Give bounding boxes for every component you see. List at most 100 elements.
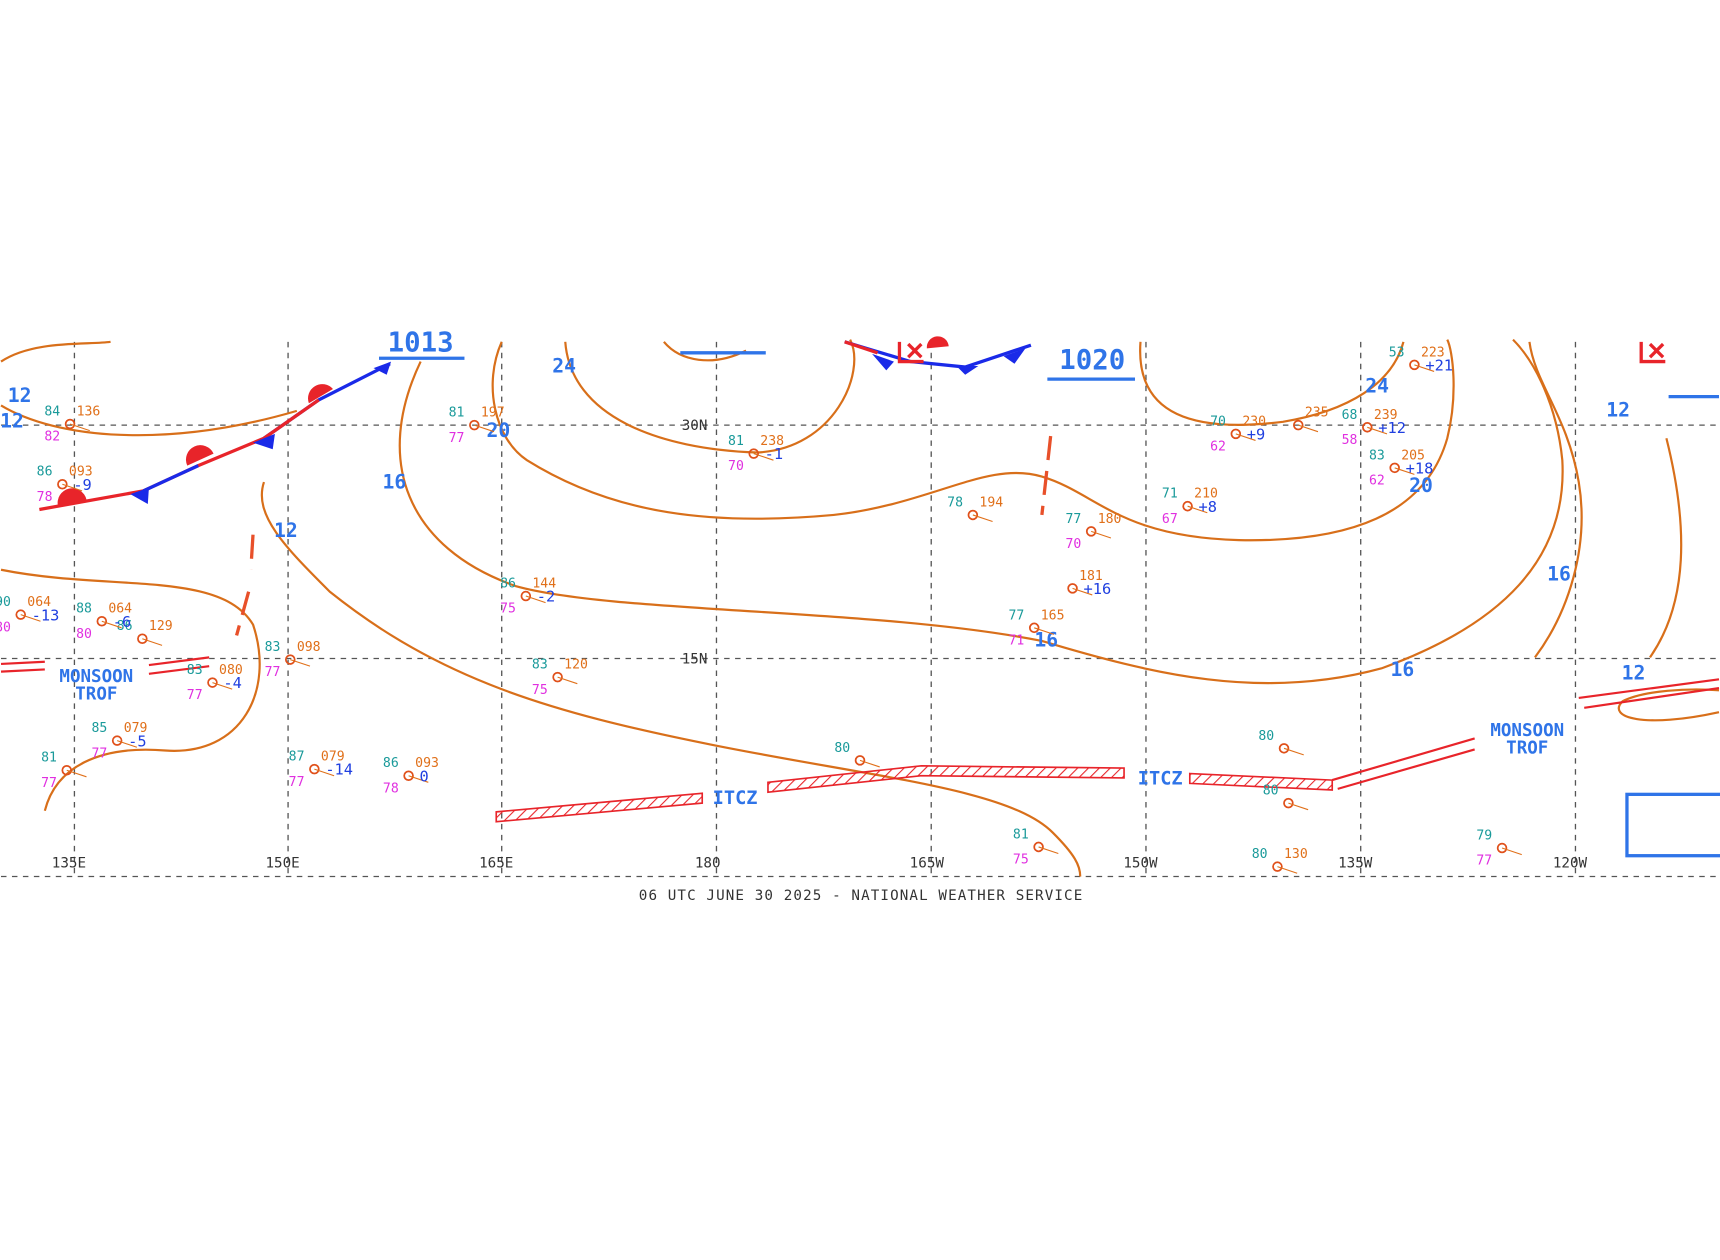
- station-t: 90: [0, 595, 11, 610]
- station-marker: [1230, 428, 1242, 440]
- station-c: -13: [32, 606, 60, 624]
- wind-barb: [1501, 847, 1522, 856]
- station-d: 75: [1013, 853, 1029, 868]
- wind-barb: [1091, 530, 1112, 539]
- latitude-label: 15N: [682, 652, 708, 668]
- station-c: +12: [1378, 419, 1406, 437]
- pressure-center: 1020: [1059, 345, 1125, 376]
- wind-barb: [408, 775, 429, 783]
- station-d: 82: [44, 430, 60, 445]
- station-marker: [15, 609, 26, 620]
- station-marker: [111, 735, 123, 746]
- isobar-label: 16: [382, 471, 406, 494]
- station-p: 130: [1284, 847, 1308, 862]
- station-marker: [64, 418, 76, 430]
- station-d: 58: [1342, 433, 1358, 448]
- longitude-label: 120W: [1553, 855, 1588, 871]
- station-marker: [1033, 841, 1044, 853]
- pressure-center: 1013: [388, 328, 454, 359]
- itcz-label: ITCZ: [713, 788, 758, 809]
- wind-barb: [1277, 866, 1298, 874]
- station-c: -4: [223, 674, 241, 692]
- station-p: 080: [219, 663, 243, 678]
- station-marker: [207, 677, 218, 688]
- station-t: 83: [1369, 448, 1385, 463]
- wind-barb: [1034, 627, 1055, 635]
- station-t: 71: [1162, 487, 1178, 502]
- wind-barb: [1394, 467, 1415, 475]
- station-t: 86: [383, 756, 399, 771]
- wind-barb: [859, 759, 880, 768]
- station-marker: [748, 448, 759, 459]
- wind-barb: [20, 614, 41, 622]
- isobar-label: 12: [8, 384, 32, 407]
- station-marker: [61, 764, 73, 776]
- wind-barb: [972, 514, 993, 523]
- station-p: 093: [69, 465, 93, 480]
- station-marker: [469, 419, 480, 431]
- station-d: 77: [265, 665, 281, 680]
- wind-barb: [1283, 747, 1304, 756]
- wind-barb: [212, 682, 233, 690]
- station-d: 75: [500, 602, 516, 617]
- station-t: 87: [289, 750, 305, 765]
- station-d: 78: [383, 781, 399, 796]
- station-p: 136: [77, 404, 101, 419]
- isobar-label: 24: [1365, 374, 1389, 397]
- station-marker: [552, 671, 563, 683]
- station-d: 62: [1210, 440, 1226, 455]
- longitude-label: 150W: [1123, 855, 1158, 871]
- station-p: 181: [1079, 569, 1103, 584]
- wind-barb: [314, 768, 335, 777]
- wind-barb: [1235, 433, 1256, 441]
- isobar-label: 16: [1547, 563, 1571, 586]
- station-t: 78: [947, 495, 963, 510]
- station-marker: [1293, 419, 1304, 431]
- station-p: 129: [149, 619, 173, 634]
- station-p: 098: [297, 640, 321, 655]
- latitude-label: 30N: [682, 418, 708, 434]
- station-c: -1: [765, 445, 783, 463]
- station-t: 86: [500, 576, 516, 591]
- wind-barb: [1072, 587, 1093, 596]
- station-t: 53: [1389, 345, 1405, 360]
- station-t: 70: [1210, 414, 1226, 429]
- station-marker: [1272, 861, 1283, 872]
- itcz-bands: [0, 656, 1720, 823]
- longitude-label: 135E: [52, 855, 86, 871]
- wind-barb: [101, 620, 122, 629]
- station-t: 88: [76, 602, 92, 617]
- station-marker: [96, 615, 108, 627]
- station-c: -6: [113, 613, 131, 631]
- station-marker: [1028, 622, 1040, 634]
- isobar-label: 12: [0, 409, 24, 432]
- isobar-label: 12: [1606, 398, 1630, 421]
- station-p: 238: [760, 434, 784, 449]
- wind-barb: [557, 676, 578, 685]
- station-t: 84: [44, 404, 60, 419]
- station-t: 80: [1252, 847, 1268, 862]
- station-p: 197: [481, 406, 505, 421]
- station-p: 165: [1041, 608, 1065, 623]
- station-t: 77: [1066, 512, 1082, 527]
- station-d: 80: [76, 627, 92, 642]
- station-t: 83: [265, 640, 281, 655]
- longitude-label: 165E: [479, 855, 513, 871]
- longitude-label: 135W: [1338, 855, 1373, 871]
- station-t: 83: [532, 658, 548, 673]
- station-marker: [403, 770, 414, 781]
- station-marker: [285, 654, 296, 665]
- isobar-label: 20: [487, 419, 511, 442]
- station-c: -9: [73, 476, 91, 494]
- station-d: 77: [41, 776, 57, 791]
- itcz-label: ITCZ: [1138, 769, 1183, 790]
- station-d: 78: [37, 490, 53, 505]
- station-p: 205: [1401, 448, 1425, 463]
- station-marker: [57, 479, 68, 490]
- station-t: 86: [117, 619, 133, 634]
- station-p: 064: [27, 595, 51, 610]
- station-p: 144: [532, 576, 556, 591]
- isobar-label: 12: [1622, 661, 1646, 684]
- isobar-label: 16: [1390, 658, 1414, 681]
